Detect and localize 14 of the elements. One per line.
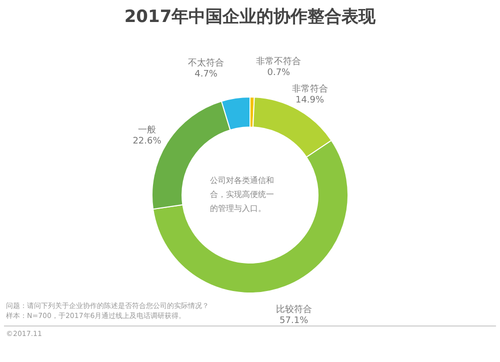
text: 合，实现高便统一	[210, 190, 274, 199]
text: 的管理与入口。	[210, 204, 266, 213]
data-label: 0.7%	[267, 68, 291, 78]
data-label: 57.1%	[280, 316, 309, 326]
chart-title: 2017年中国企业的协作整合表现	[124, 7, 377, 27]
slice-label: 非常符合	[292, 84, 328, 95]
text: 公司对各类通信和	[210, 176, 274, 185]
data-label: 4.7%	[194, 69, 218, 80]
slice-label: 非常不符合	[256, 56, 302, 68]
data-label: 22.6%	[132, 136, 162, 147]
slice-label: 比较符合	[276, 304, 312, 315]
data-label: 14.9%	[295, 96, 325, 106]
slice-label: 一般	[138, 124, 156, 136]
slice-label: 不太符合	[188, 57, 224, 68]
